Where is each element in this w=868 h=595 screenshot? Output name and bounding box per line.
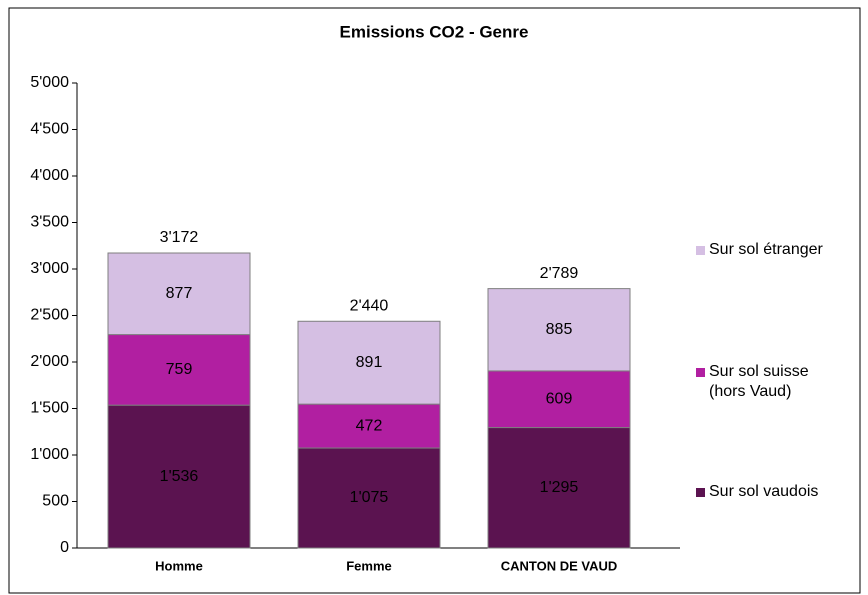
data-label: 891: [356, 354, 383, 371]
y-tick-label: 3'500: [30, 214, 69, 231]
legend-swatch: [696, 488, 705, 497]
bar-segment: [487, 288, 631, 372]
data-label: 472: [356, 417, 383, 434]
data-label: 609: [546, 390, 573, 407]
data-label: 1'295: [540, 479, 579, 496]
legend-label: Sur sol vaudois: [709, 483, 819, 500]
bar-segment: [297, 447, 441, 549]
x-tick-label: Femme: [346, 558, 392, 573]
chart-title: Emissions CO2 - Genre: [340, 22, 529, 41]
total-label: 3'172: [160, 229, 199, 246]
bar-segment: [297, 320, 441, 405]
total-label: 2'789: [540, 265, 579, 282]
legend-swatch: [696, 368, 705, 377]
y-tick-label: 1'000: [30, 446, 69, 463]
bar-segment: [107, 404, 251, 549]
legend-item: Sur sol étranger: [696, 240, 856, 260]
legend-label: Sur sol suisse (hors Vaud): [709, 363, 809, 400]
data-label: 885: [546, 321, 573, 338]
x-tick-label: Homme: [155, 558, 203, 573]
y-tick-label: 1'500: [30, 400, 69, 417]
legend-item: Sur sol vaudois: [696, 482, 856, 502]
bar-segment: [487, 427, 631, 549]
data-label: 877: [166, 285, 193, 302]
bar-segment: [487, 370, 631, 429]
chart-frame: [8, 7, 861, 594]
x-tick-label: CANTON DE VAUD: [501, 558, 618, 573]
bar-segment: [107, 252, 251, 336]
y-tick-label: 2'500: [30, 307, 69, 324]
data-label: 1'075: [350, 489, 389, 506]
y-tick-label: 500: [42, 493, 69, 510]
legend-item: Sur sol suisse (hors Vaud): [696, 362, 856, 402]
bar-segment: [107, 334, 251, 406]
bar-segment: [297, 403, 441, 449]
data-label: 1'536: [160, 468, 199, 485]
y-tick-label: 4'500: [30, 121, 69, 138]
y-tick-label: 3'000: [30, 260, 69, 277]
y-tick-label: 2'000: [30, 353, 69, 370]
legend-swatch: [696, 246, 705, 255]
y-tick-label: 4'000: [30, 167, 69, 184]
legend-label: Sur sol étranger: [709, 241, 823, 258]
y-tick-label: 0: [60, 539, 69, 556]
data-label: 759: [166, 361, 193, 378]
total-label: 2'440: [350, 297, 389, 314]
y-tick-label: 5'000: [30, 74, 69, 91]
